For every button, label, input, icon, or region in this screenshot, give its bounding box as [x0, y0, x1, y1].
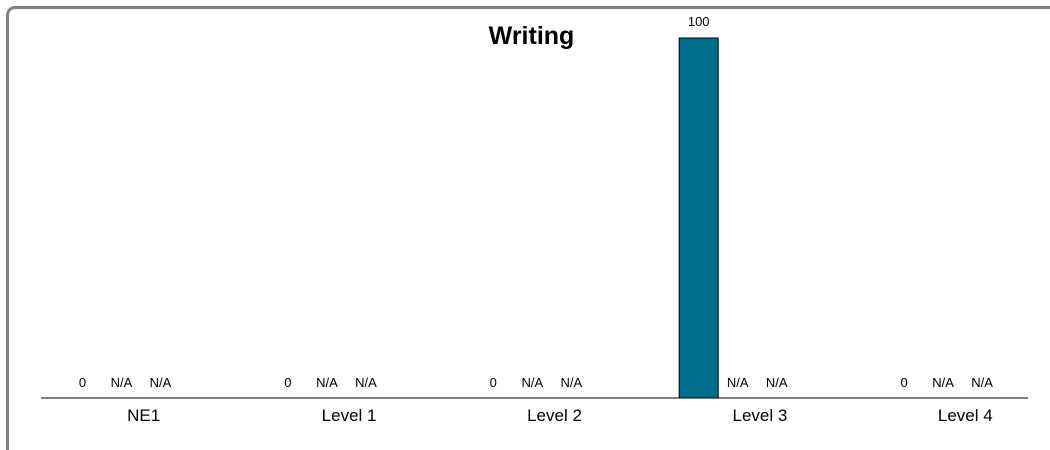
x-tick-label: NE1	[127, 406, 160, 425]
data-label: N/A	[111, 375, 133, 390]
data-label: N/A	[150, 375, 172, 390]
data-label: 0	[900, 375, 907, 390]
x-tick-label: Level 1	[322, 406, 377, 425]
data-label: N/A	[727, 375, 749, 390]
data-label: N/A	[521, 375, 543, 390]
data-label: 0	[284, 375, 291, 390]
bar	[678, 37, 719, 399]
chart-title: Writing	[488, 22, 575, 50]
data-label: 0	[79, 375, 86, 390]
data-label: N/A	[355, 375, 377, 390]
data-label: N/A	[932, 375, 954, 390]
data-label: N/A	[560, 375, 582, 390]
x-tick-label: Level 4	[938, 406, 993, 425]
data-label: N/A	[766, 375, 788, 390]
x-tick-label: Level 3	[732, 406, 787, 425]
chart-panel	[6, 6, 1050, 450]
data-label: 0	[490, 375, 497, 390]
data-label: N/A	[971, 375, 993, 390]
data-label: N/A	[316, 375, 338, 390]
data-label: 100	[688, 14, 710, 29]
x-tick-label: Level 2	[527, 406, 582, 425]
